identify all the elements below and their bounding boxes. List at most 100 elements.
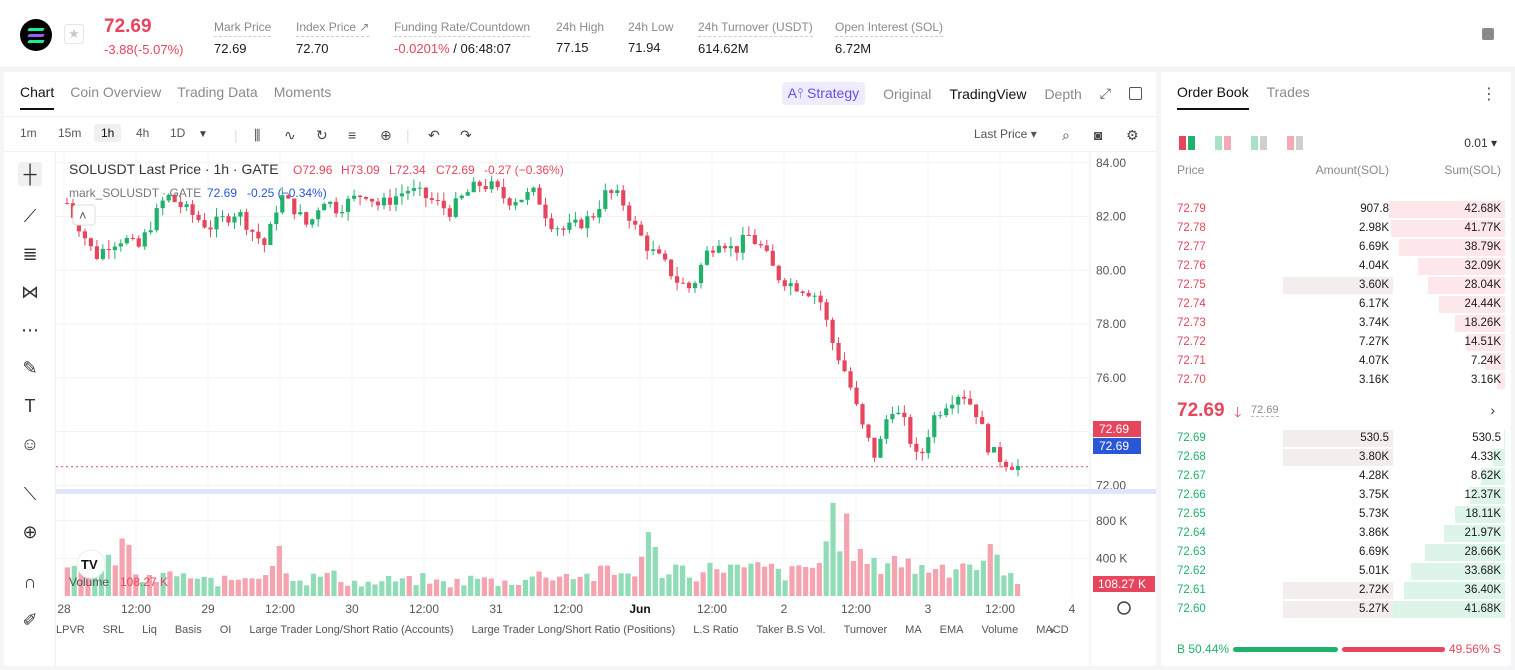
tab-trading-data[interactable]: Trading Data: [177, 84, 258, 100]
volume-bar: [509, 584, 515, 596]
ruler-icon[interactable]: ⟍: [23, 484, 37, 504]
indicators-icon[interactable]: ∿: [284, 127, 296, 143]
text-tool-icon[interactable]: T: [24, 396, 36, 416]
trend-line-icon[interactable]: ⟋: [23, 206, 37, 226]
candle: [974, 404, 979, 417]
view-both-icon[interactable]: [1179, 136, 1195, 150]
volume-bar: [181, 573, 187, 596]
view-tradingview[interactable]: TradingView: [949, 85, 1027, 102]
candles-icon[interactable]: ⫼: [254, 127, 261, 143]
ask-row[interactable]: 72.74 6.17K 24.44K: [1161, 295, 1511, 314]
indicator-tab[interactable]: LPVR: [56, 624, 85, 636]
indicator-tab[interactable]: Basis: [174, 624, 202, 636]
timeframe-4h[interactable]: 4h: [136, 126, 150, 140]
price-source-select[interactable]: Last Price ▾: [974, 127, 1037, 141]
bid-row[interactable]: 72.63 6.69K 28.66K: [1161, 543, 1511, 562]
collapse-legend-button[interactable]: [72, 204, 96, 226]
ask-row[interactable]: 72.78 2.98K 41.77K: [1161, 219, 1511, 238]
pane-separator[interactable]: [56, 489, 1156, 494]
undo-icon[interactable]: ↶: [428, 127, 440, 143]
indicator-tab[interactable]: Volume: [981, 624, 1019, 636]
stat-funding-rate[interactable]: Funding Rate/Countdown -0.0201% / 06:48:…: [394, 18, 531, 56]
row-price: 72.75: [1177, 279, 1206, 291]
stat-index-price[interactable]: Index Price ↗ 72.70: [296, 18, 370, 56]
camera-icon[interactable]: ◙: [1094, 127, 1103, 143]
stat-mark-price[interactable]: Mark Price 72.69: [214, 18, 272, 56]
volume-bar: [673, 564, 679, 596]
bid-row[interactable]: 72.68 3.80K 4.33K: [1161, 448, 1511, 467]
ask-row[interactable]: 72.73 3.74K 18.26K: [1161, 314, 1511, 333]
indicator-tab[interactable]: OI: [219, 624, 232, 636]
tab-trades[interactable]: Trades: [1266, 84, 1310, 100]
bid-row[interactable]: 72.67 4.28K 8.62K: [1161, 467, 1511, 486]
view-bids-icon[interactable]: [1251, 136, 1267, 150]
bid-row[interactable]: 72.60 5.27K 41.68K: [1161, 600, 1511, 619]
indicator-tab[interactable]: Taker B.S Vol.: [756, 624, 826, 636]
search-icon[interactable]: ⌕: [1062, 127, 1070, 143]
fib-icon[interactable]: ≣: [22, 244, 38, 264]
indicator-tab[interactable]: Turnover: [843, 624, 888, 636]
ask-row[interactable]: 72.79 907.8 42.68K: [1161, 200, 1511, 219]
chevron-right-icon[interactable]: ›: [1490, 402, 1495, 418]
row-amount: 4.07K: [1358, 355, 1389, 367]
indicator-tab[interactable]: Large Trader Long/Short Ratio (Positions…: [471, 624, 676, 636]
bid-row[interactable]: 72.65 5.73K 18.11K: [1161, 505, 1511, 524]
bid-row[interactable]: 72.69 530.5 530.5: [1161, 429, 1511, 448]
precision-select[interactable]: 0.01 ▾: [1464, 136, 1497, 150]
tab-moments[interactable]: Moments: [273, 84, 332, 100]
templates-icon[interactable]: ≡: [348, 127, 357, 143]
view-asks-icon[interactable]: [1287, 136, 1303, 150]
ask-row[interactable]: 72.71 4.07K 7.24K: [1161, 352, 1511, 371]
brush-icon[interactable]: ✎: [22, 358, 38, 378]
row-price: 72.70: [1177, 374, 1206, 386]
tab-chart[interactable]: Chart: [20, 84, 55, 110]
ask-row[interactable]: 72.72 7.27K 14.51K: [1161, 333, 1511, 352]
indicator-tab[interactable]: EMA: [939, 624, 964, 636]
favorite-star-icon[interactable]: ★: [64, 24, 84, 44]
bid-row[interactable]: 72.62 5.01K 33.68K: [1161, 562, 1511, 581]
strategy-button[interactable]: A⫯ Strategy: [781, 82, 866, 105]
book-icon[interactable]: [1482, 28, 1494, 40]
indicator-tab[interactable]: SRL: [102, 624, 125, 636]
tab-order-book[interactable]: Order Book: [1177, 84, 1249, 110]
pencil-lock-icon[interactable]: ✐: [22, 610, 38, 630]
emoji-icon[interactable]: ☺: [20, 434, 40, 454]
gear-icon[interactable]: ⚙: [1126, 127, 1139, 143]
timeframe-1m[interactable]: 1m: [20, 126, 37, 140]
ask-row[interactable]: 72.77 6.69K 38.79K: [1161, 238, 1511, 257]
magnet-icon[interactable]: ∩: [23, 572, 37, 592]
axis-settings-icon[interactable]: [1117, 601, 1131, 615]
scroll-right-icon[interactable]: ›: [1050, 623, 1054, 637]
timeframe-15m[interactable]: 15m: [58, 126, 82, 140]
projection-icon[interactable]: ⋯: [21, 320, 39, 340]
tab-coin-overview[interactable]: Coin Overview: [70, 84, 162, 100]
timeframe-1d[interactable]: 1D: [170, 126, 186, 140]
view-asks-bids-icon[interactable]: [1215, 136, 1231, 150]
indicator-tab[interactable]: Large Trader Long/Short Ratio (Accounts): [249, 624, 454, 636]
add-alert-icon[interactable]: ⊕: [380, 127, 392, 143]
ask-row[interactable]: 72.75 3.60K 28.04K: [1161, 276, 1511, 295]
zoom-in-icon[interactable]: ⊕: [22, 522, 38, 542]
view-depth[interactable]: Depth: [1044, 85, 1082, 102]
chevron-down-icon[interactable]: ▼: [198, 129, 208, 140]
view-original[interactable]: Original: [883, 85, 932, 102]
fullscreen-icon[interactable]: [1129, 87, 1142, 100]
expand-icon[interactable]: ⤢: [1099, 85, 1111, 101]
replay-icon[interactable]: ↻: [316, 127, 328, 143]
bid-row[interactable]: 72.61 2.72K 36.40K: [1161, 581, 1511, 600]
bid-row[interactable]: 72.66 3.75K 12.37K: [1161, 486, 1511, 505]
indicator-tab[interactable]: Liq: [142, 624, 157, 636]
indicator-tab[interactable]: MACD: [1036, 624, 1069, 636]
timeframe-1h[interactable]: 1h: [94, 124, 122, 142]
more-options-icon[interactable]: ⋮: [1481, 86, 1497, 103]
ask-row[interactable]: 72.70 3.16K 3.16K: [1161, 371, 1511, 390]
ask-row[interactable]: 72.76 4.04K 32.09K: [1161, 257, 1511, 276]
redo-icon[interactable]: ↷: [460, 127, 472, 143]
indicator-tab[interactable]: L.S Ratio: [693, 624, 739, 636]
bid-row[interactable]: 72.64 3.86K 21.97K: [1161, 524, 1511, 543]
row-amount: 3.80K: [1358, 451, 1389, 463]
pattern-icon[interactable]: ⋈: [21, 282, 39, 302]
indicator-tab[interactable]: MA: [905, 624, 922, 636]
crosshair-icon[interactable]: ┼: [18, 162, 42, 186]
